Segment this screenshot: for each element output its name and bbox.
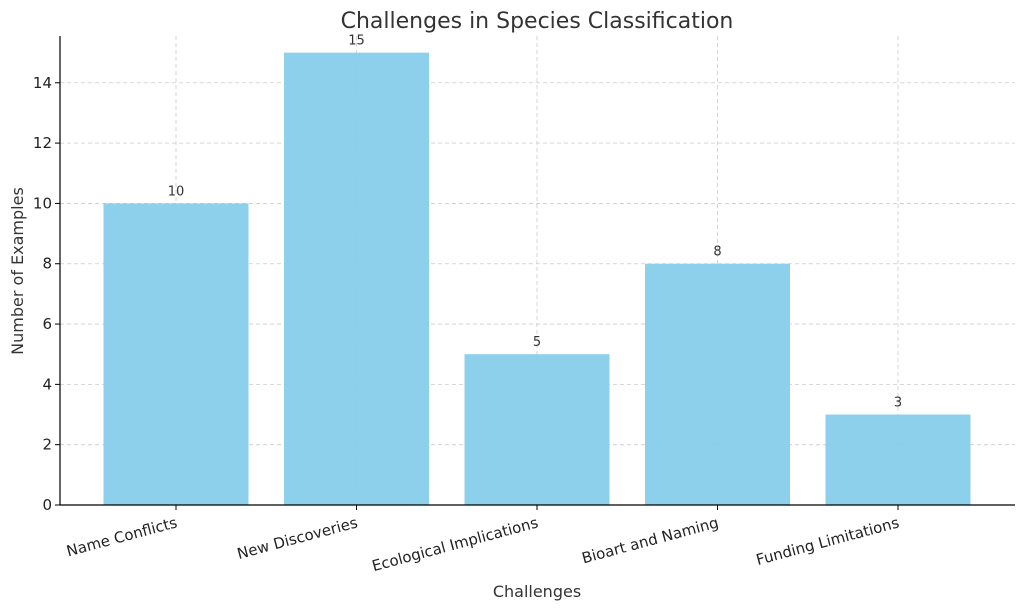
bars-layer xyxy=(103,52,971,505)
x-tick-label: Bioart and Naming xyxy=(580,513,721,567)
bar xyxy=(284,52,429,505)
y-tick-label: 6 xyxy=(42,315,52,333)
y-tick-label: 10 xyxy=(33,194,52,212)
data-label: 8 xyxy=(713,245,721,260)
x-tick-label: Name Conflicts xyxy=(65,513,180,560)
x-tick-label: New Discoveries xyxy=(235,513,360,563)
data-label: 10 xyxy=(168,184,185,199)
y-tick-label: 8 xyxy=(42,255,52,273)
y-tick-label: 14 xyxy=(33,74,52,92)
data-label: 3 xyxy=(894,396,902,411)
y-tick-label: 12 xyxy=(33,134,52,152)
y-tick-label: 4 xyxy=(42,375,52,393)
y-tick-label: 2 xyxy=(42,436,52,454)
x-tick-label: Funding Limitations xyxy=(754,513,901,569)
bar xyxy=(825,414,971,505)
axes-layer xyxy=(55,36,1015,510)
data-label: 5 xyxy=(533,335,541,350)
chart-title: Challenges in Species Classification xyxy=(341,9,734,34)
data-label: 15 xyxy=(348,34,365,49)
y-tick-label: 0 xyxy=(42,496,52,514)
y-axis-label: Number of Examples xyxy=(8,187,27,355)
x-axis-label: Challenges xyxy=(493,582,581,601)
x-tick-label: Ecological Implications xyxy=(370,513,540,575)
bar xyxy=(645,263,790,505)
bar xyxy=(103,203,249,505)
bar xyxy=(464,354,610,505)
